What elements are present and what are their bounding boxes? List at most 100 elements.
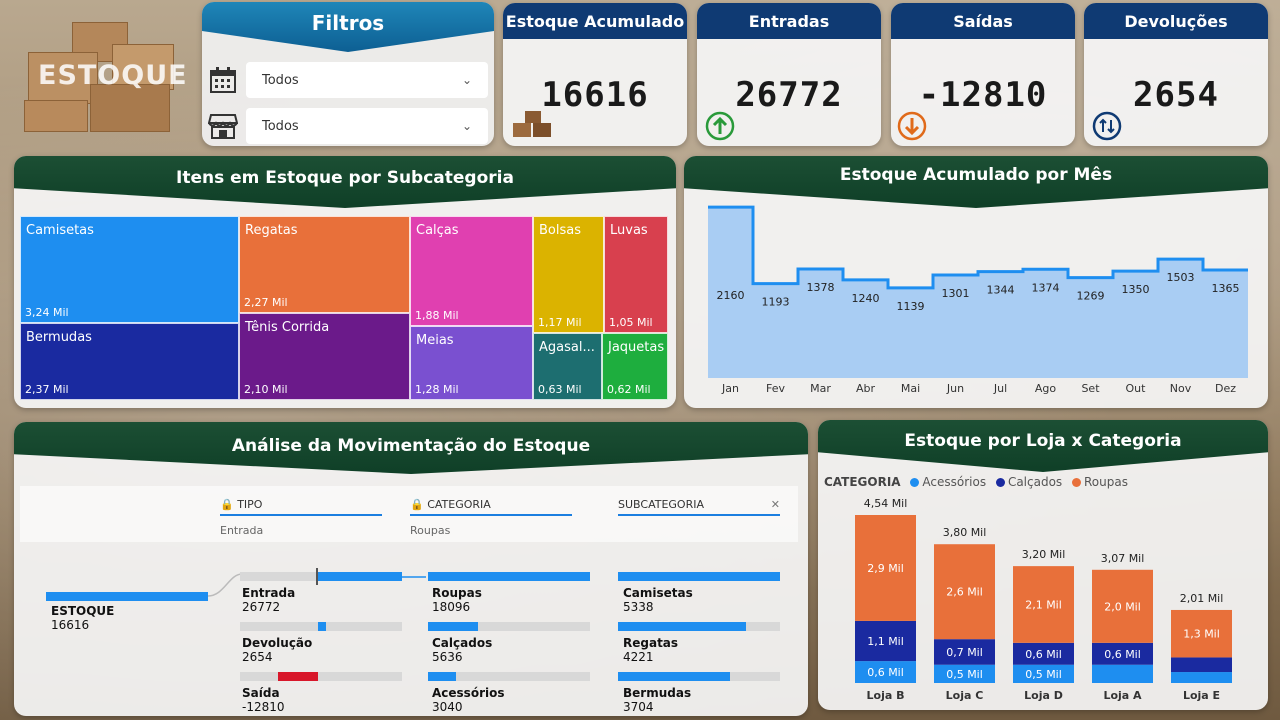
bar-segment-roupas[interactable] (1092, 569, 1153, 643)
filters-panel: Filtros Todos ⌄ Todos ⌄ (202, 2, 494, 146)
monthly-data-label: 1374 (1032, 281, 1060, 294)
bar-segment-roupas[interactable] (1013, 566, 1074, 643)
bar-segment-label: 1,1 Mil (867, 635, 904, 648)
kpi-value: 16616 (541, 75, 649, 115)
bar-segment-label: 0,5 Mil (946, 668, 983, 681)
bar-segment-calçados[interactable] (1092, 642, 1153, 665)
treemap-cell-luvas[interactable]: Luvas 1,05 Mil (604, 216, 668, 333)
treemap-cell-regatas[interactable]: Regatas 2,27 Mil (239, 216, 410, 313)
bar-segment-calçados[interactable] (1171, 657, 1232, 673)
bar-segment-acessórios[interactable] (1092, 664, 1153, 683)
treemap-cell-value: 0,63 Mil (538, 383, 582, 396)
monthly-x-tick: Mar (810, 382, 831, 395)
legend-dot-roupas (1072, 478, 1081, 487)
node-acessorios[interactable]: Acessórios 3040 (432, 686, 505, 714)
filter-row-date: Todos ⌄ (208, 60, 488, 100)
kpi-value: -12810 (918, 75, 1048, 115)
store-icon (208, 114, 238, 139)
kpi-value: 2654 (1133, 75, 1219, 115)
monthly-x-tick: Dez (1215, 382, 1236, 395)
node-estoque[interactable]: ESTOQUE 16616 (51, 604, 115, 632)
store-filter-value: Todos (262, 118, 299, 134)
bar-segment-label: 0,6 Mil (867, 666, 904, 679)
bar-segment-acessórios[interactable] (1013, 664, 1074, 683)
monthly-x-tick: Jan (721, 382, 739, 395)
bar-segment-roupas[interactable] (855, 515, 916, 621)
treemap-cell-meias[interactable]: Meias 1,28 Mil (410, 326, 533, 400)
treemap-cell-value: 2,27 Mil (244, 296, 288, 309)
monthly-data-label: 1378 (807, 281, 835, 294)
bar-segment-acessórios[interactable] (934, 664, 995, 683)
node-bermudas[interactable]: Bermudas 3704 (623, 686, 692, 714)
node-roupas[interactable]: Roupas 18096 (432, 586, 482, 614)
node-saida[interactable]: Saída -12810 (242, 686, 285, 714)
bar-x-tick: Loja C (946, 689, 984, 702)
bar-segment-label: 0,6 Mil (1025, 648, 1062, 661)
monthly-chart: 2160 Jan 1193 Fev 1378 Mar 1240 Abr 1139 Mai 1301 J… (708, 205, 1248, 395)
bar-segment-acessórios[interactable] (1171, 672, 1232, 683)
bar-segment-label: 0,5 Mil (1025, 668, 1062, 681)
kpi-title: Saídas (891, 3, 1075, 39)
close-icon[interactable]: ✕ (770, 498, 780, 511)
legend-title: CATEGORIA (824, 475, 901, 489)
legend-roupas: Roupas (1084, 475, 1128, 489)
node-entrada[interactable]: Entrada 26772 (242, 586, 296, 614)
calendar-icon (210, 67, 236, 93)
date-filter-dropdown[interactable]: Todos ⌄ (246, 62, 488, 98)
monthly-x-tick: Out (1126, 382, 1147, 395)
legend-dot-calcados (995, 478, 1005, 487)
legend-calcados: Calçados (1007, 475, 1063, 489)
treemap-cell-tenis-corrida[interactable]: Tênis Corrida 2,10 Mil (239, 313, 410, 400)
store-title: Estoque por Loja x Categoria (904, 431, 1182, 451)
treemap-cell-jaquetas[interactable]: Jaquetas 0,62 Mil (602, 333, 668, 400)
crumb-label: CATEGORIA (427, 498, 491, 511)
arrows-updown-circle-icon (1092, 111, 1122, 141)
bar-x-tick: Loja D (1024, 689, 1063, 702)
treemap-cell-agasalhos[interactable]: Agasal... 0,63 Mil (533, 333, 602, 400)
kpi-card-devolucoes: Devoluções 2654 (1084, 3, 1268, 146)
monthly-line (708, 205, 1248, 290)
monthly-data-label: 1139 (897, 300, 925, 313)
node-calcados[interactable]: Calçados 5636 (432, 636, 493, 664)
bar-segment-roupas[interactable] (1171, 609, 1232, 658)
bar-saida (278, 672, 318, 681)
bar-segment-calçados[interactable] (855, 620, 916, 662)
bar-segment-calçados[interactable] (1013, 642, 1074, 665)
treemap-cell-value: 1,17 Mil (538, 316, 582, 329)
bar-segment-label: 1,3 Mil (1183, 628, 1220, 641)
node-camisetas[interactable]: Camisetas 5338 (623, 586, 693, 614)
logo: ESTOQUE (14, 8, 196, 136)
movement-panel: Análise da Movimentação do Estoque 🔒 TIP… (14, 422, 808, 716)
root-bar (46, 592, 208, 601)
treemap-cell-bermudas[interactable]: Bermudas 2,37 Mil (20, 323, 239, 400)
bar-x-tick: Loja B (867, 689, 905, 702)
movement-title: Análise da Movimentação do Estoque (231, 436, 591, 456)
crumb-label: SUBCATEGORIA (618, 498, 705, 511)
store-filter-dropdown[interactable]: Todos ⌄ (246, 108, 488, 144)
treemap-cell-value: 1,05 Mil (609, 316, 653, 329)
treemap-cell-calcas[interactable]: Calças 1,88 Mil (410, 216, 533, 326)
bar-regatas (618, 622, 746, 631)
logo-text: ESTOQUE (38, 60, 188, 91)
monthly-data-label: 2160 (717, 289, 745, 302)
treemap-cell-value: 3,24 Mil (25, 306, 69, 319)
treemap-cell-camisetas[interactable]: Camisetas 3,24 Mil (20, 216, 239, 323)
bar-segment-acessórios[interactable] (855, 661, 916, 683)
crumb-categoria[interactable]: 🔒 CATEGORIA Roupas (410, 498, 572, 537)
treemap-cell-value: 2,37 Mil (25, 383, 69, 396)
bar-total-label: 3,20 Mil (1022, 548, 1066, 561)
bar-segment-calçados[interactable] (934, 639, 995, 665)
crumb-subcategoria[interactable]: SUBCATEGORIA ✕ (618, 498, 780, 516)
monthly-data-label: 1193 (762, 296, 790, 309)
bar-segment-label: 0,7 Mil (946, 646, 983, 659)
treemap-cell-label: Bermudas (26, 330, 92, 345)
node-devolucao[interactable]: Devolução 2654 (242, 636, 313, 664)
node-regatas[interactable]: Regatas 4221 (623, 636, 679, 664)
bar-segment-label: 2,0 Mil (1104, 600, 1141, 613)
bar-segment-label: 0,6 Mil (1104, 648, 1141, 661)
bar-segment-roupas[interactable] (934, 544, 995, 640)
crumb-tipo[interactable]: 🔒 TIPO Entrada (220, 498, 382, 537)
bar-entrada (318, 572, 402, 581)
store-chart-panel: Estoque por Loja x Categoria CATEGORIA A… (818, 420, 1268, 710)
treemap-cell-bolsas[interactable]: Bolsas 1,17 Mil (533, 216, 604, 333)
